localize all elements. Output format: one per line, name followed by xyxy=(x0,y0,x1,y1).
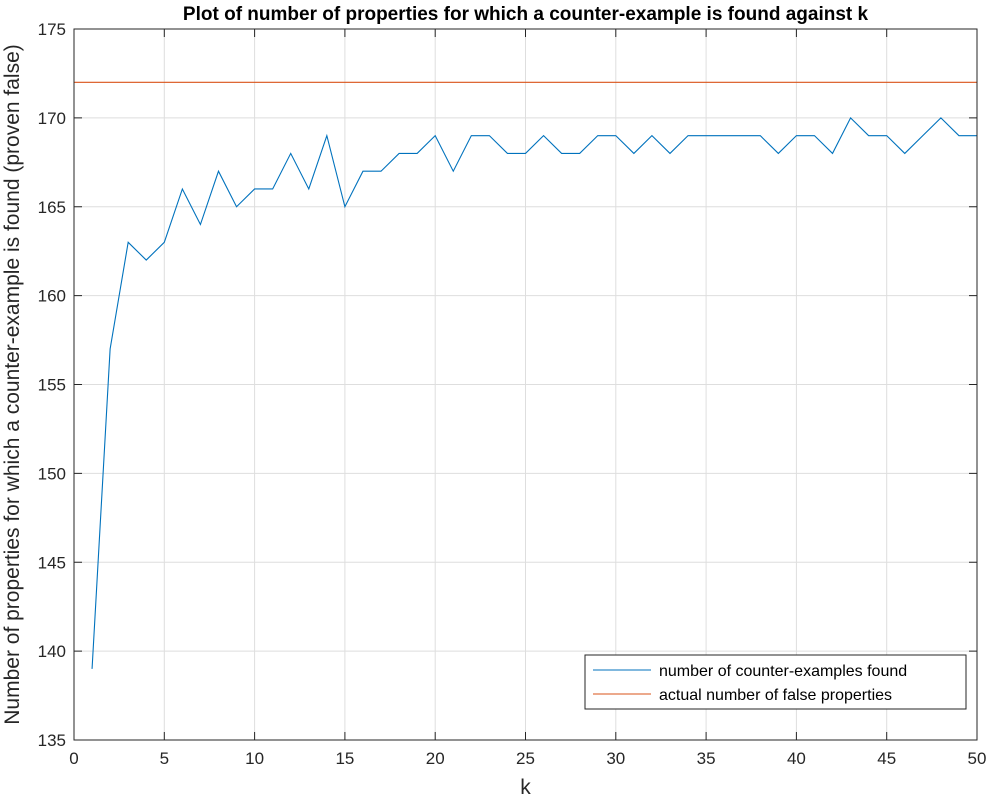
x-tick-label: 45 xyxy=(877,749,896,768)
legend-label-2: actual number of false properties xyxy=(659,687,892,704)
y-tick-label: 155 xyxy=(38,376,66,395)
y-tick-label: 175 xyxy=(38,20,66,39)
axis-ticks: 0 5 10 15 20 25 30 35 40 45 50 135 140 145 150 155 160 16… xyxy=(38,20,987,768)
chart-title: Plot of number of properties for which a… xyxy=(183,4,869,25)
series-line-1 xyxy=(91,116,977,669)
y-tick-label: 135 xyxy=(38,731,66,750)
x-tick-label: 15 xyxy=(335,749,354,768)
x-tick-label: 0 xyxy=(69,749,78,768)
y-tick-label: 170 xyxy=(38,109,66,128)
x-tick-label: 5 xyxy=(160,749,169,768)
y-tick-label: 160 xyxy=(38,287,66,306)
x-tick-label: 50 xyxy=(968,749,987,768)
legend: number of counter-examples found actual n… xyxy=(584,654,967,710)
x-tick-label: 30 xyxy=(606,749,625,768)
x-tick-label: 20 xyxy=(426,749,445,768)
legend-box xyxy=(584,654,967,710)
y-tick-label: 140 xyxy=(38,642,66,661)
x-tick-label: 40 xyxy=(787,749,806,768)
y-tick-label: 150 xyxy=(38,464,66,483)
x-tick-label: 25 xyxy=(516,749,535,768)
x-tick-label: 35 xyxy=(697,749,716,768)
y-tick-label: 165 xyxy=(38,198,66,217)
y-tick-label: 145 xyxy=(38,553,66,572)
plot-lines xyxy=(74,81,977,669)
legend-label-1: number of counter-examples found xyxy=(659,663,907,680)
y-axis-label: Number of properties for which a counter… xyxy=(1,44,24,725)
x-tick-label: 10 xyxy=(245,749,264,768)
x-axis-label: k xyxy=(520,776,531,799)
